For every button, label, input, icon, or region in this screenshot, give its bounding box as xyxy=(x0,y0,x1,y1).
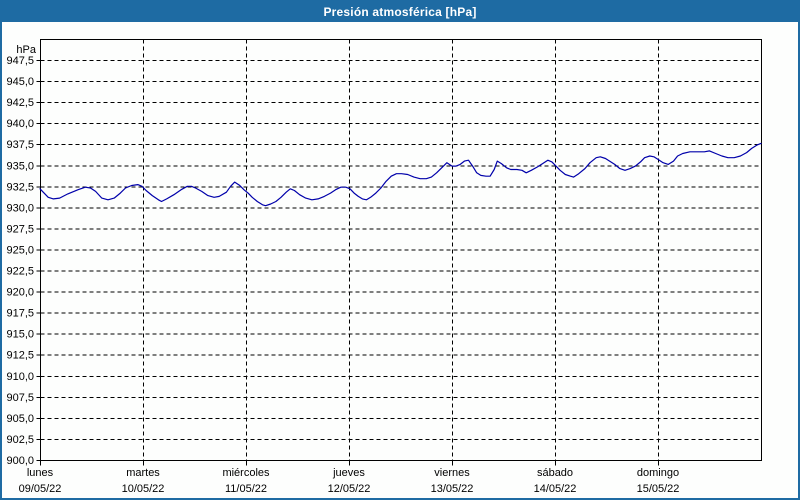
pressure-series-line xyxy=(39,142,762,207)
x-day-label: sábado xyxy=(537,467,573,479)
y-tick-label: 942,5 xyxy=(6,97,34,109)
y-tick-label: 947,5 xyxy=(6,55,34,67)
y-tick-label: 932,5 xyxy=(6,181,34,193)
y-tick-label: 902,5 xyxy=(6,434,34,446)
pressure-line-chart: 947,5 945,0 942,5 940,0 937,5 935,0 932,5 930,0… xyxy=(6,39,762,495)
chart-grid-layer xyxy=(36,39,762,466)
x-date-label: 09/05/22 xyxy=(19,483,62,495)
y-tick-label: 925,0 xyxy=(6,244,34,256)
y-tick-label: 930,0 xyxy=(6,202,34,214)
chart-title-bar: Presión atmosférica [hPa] xyxy=(2,2,798,22)
x-day-label: miércoles xyxy=(222,467,270,479)
x-day-label: martes xyxy=(126,467,160,479)
x-date-label: 12/05/22 xyxy=(328,483,371,495)
y-tick-label: 937,5 xyxy=(6,139,34,151)
y-tick-label: 910,0 xyxy=(6,371,34,383)
y-tick-label: 912,5 xyxy=(6,350,34,362)
y-tick-label: 920,0 xyxy=(6,287,34,299)
y-tick-label: 905,0 xyxy=(6,413,34,425)
x-date-label: 15/05/22 xyxy=(637,483,680,495)
chart-area: 947,5 945,0 942,5 940,0 937,5 935,0 932,5 930,0… xyxy=(2,22,798,498)
y-tick-label: 915,0 xyxy=(6,329,34,341)
y-tick-label: 927,5 xyxy=(6,223,34,235)
y-tick-label: 900,0 xyxy=(6,455,34,467)
y-tick-label: 917,5 xyxy=(6,308,34,320)
x-date-label: 13/05/22 xyxy=(431,483,474,495)
x-date-label: 14/05/22 xyxy=(534,483,577,495)
x-day-label: domingo xyxy=(637,467,679,479)
x-day-label: viernes xyxy=(434,467,470,479)
x-date-label: 11/05/22 xyxy=(225,483,267,495)
y-tick-label: 940,0 xyxy=(6,118,34,130)
x-date-label: 10/05/22 xyxy=(122,483,165,495)
x-day-label: lunes xyxy=(27,467,54,479)
y-tick-label: 922,5 xyxy=(6,266,34,278)
x-day-label: jueves xyxy=(332,467,365,479)
y-axis-unit-label: hPa xyxy=(16,44,36,56)
y-tick-label: 907,5 xyxy=(6,392,34,404)
chart-title: Presión atmosférica [hPa] xyxy=(323,5,477,19)
y-tick-label: 945,0 xyxy=(6,76,34,88)
y-tick-label: 935,0 xyxy=(6,160,34,172)
